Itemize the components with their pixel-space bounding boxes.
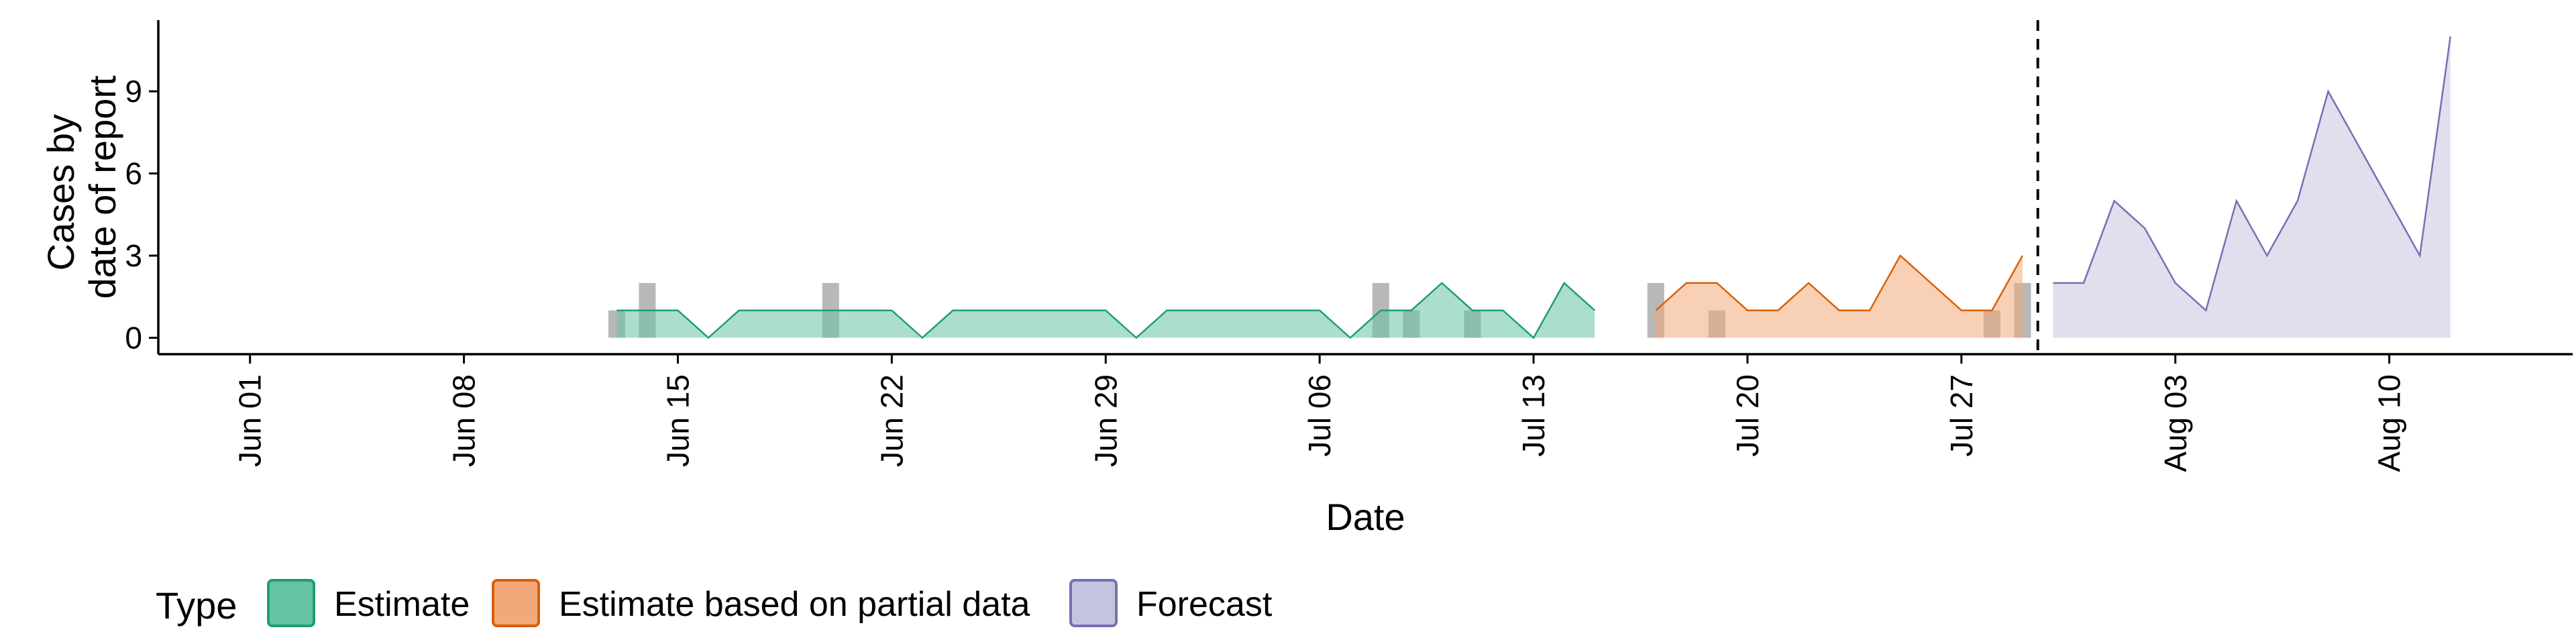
legend-label: Estimate	[334, 585, 470, 624]
series-area	[2053, 36, 2451, 338]
y-tick-label: 6	[125, 156, 142, 191]
y-axis-ticks: 0 3 6 9	[125, 74, 158, 356]
legend-swatch	[267, 579, 315, 627]
x-tick-label: Jun 15	[660, 374, 695, 467]
y-axis-title: Cases by date of report	[40, 75, 123, 299]
series-area	[1656, 256, 2023, 338]
x-tick-label: Jun 08	[447, 374, 482, 467]
series-areas	[616, 36, 2452, 339]
x-tick-label: Jul 06	[1302, 374, 1337, 457]
legend-label: Forecast	[1136, 585, 1273, 624]
x-tick-label: Aug 10	[2372, 374, 2407, 472]
legend-label: Estimate based on partial data	[559, 585, 1030, 624]
y-tick-label: 3	[125, 238, 142, 273]
x-tick-label: Jun 01	[233, 374, 268, 467]
x-tick-label: Jul 20	[1730, 374, 1765, 457]
x-tick-label: Jul 13	[1516, 374, 1551, 457]
x-tick-label: Jun 22	[874, 374, 909, 467]
x-axis-title: Date	[1326, 496, 1405, 538]
x-tick-label: Aug 03	[2158, 374, 2193, 472]
x-tick-label: Jun 29	[1088, 374, 1123, 467]
x-tick-label: Jul 27	[1944, 374, 1979, 457]
legend-items: Estimate Estimate based on partial data Fo…	[267, 579, 1273, 627]
legend-swatch	[1069, 579, 1118, 627]
axes: 0 3 6 9 Jun 01 Jun 08 Jun 15 Jun 22 Jun 29 Jul 0…	[125, 20, 2573, 472]
y-tick-label: 9	[125, 74, 142, 109]
y-tick-label: 0	[125, 321, 142, 356]
series-line	[2053, 36, 2452, 312]
legend-swatch	[492, 579, 540, 627]
x-axis-ticks: Jun 01 Jun 08 Jun 15 Jun 22 Jun 29 Jul 06 Jul …	[233, 354, 2407, 472]
series-line	[616, 281, 1596, 339]
y-axis-title-line-1: Cases by	[40, 114, 82, 270]
legend-title: Type	[156, 584, 237, 627]
series-line	[1655, 254, 2024, 311]
y-axis-title-line-2: date of report	[81, 75, 123, 299]
legend: Type Estimate Estimate based on partial d…	[156, 579, 1273, 627]
